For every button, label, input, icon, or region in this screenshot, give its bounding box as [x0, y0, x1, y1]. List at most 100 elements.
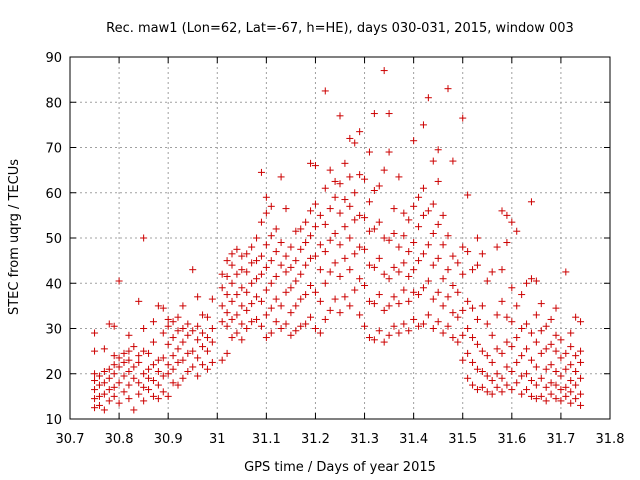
- data-point: [498, 374, 506, 382]
- data-point: [336, 241, 344, 249]
- data-point: [444, 85, 452, 93]
- data-point: [464, 374, 472, 382]
- data-point: [105, 397, 113, 405]
- data-point: [557, 336, 565, 344]
- data-point: [518, 390, 526, 398]
- data-point: [464, 349, 472, 357]
- data-point: [91, 404, 99, 412]
- data-point: [282, 205, 290, 213]
- data-point: [253, 275, 261, 283]
- data-point: [454, 338, 462, 346]
- data-point: [159, 304, 167, 312]
- data-point: [189, 347, 197, 355]
- data-point: [346, 266, 354, 274]
- data-point: [508, 218, 516, 226]
- data-point: [498, 349, 506, 357]
- data-point: [508, 343, 516, 351]
- y-tick-label: 80: [45, 96, 62, 111]
- data-point: [361, 245, 369, 253]
- data-point: [164, 392, 172, 400]
- data-point: [199, 329, 207, 337]
- data-point: [164, 361, 172, 369]
- data-point: [272, 248, 280, 256]
- data-point: [567, 399, 575, 407]
- data-point: [390, 205, 398, 213]
- data-point: [473, 234, 481, 242]
- data-point: [154, 302, 162, 310]
- data-point: [547, 315, 555, 323]
- y-tick-label: 10: [45, 413, 62, 428]
- data-point: [238, 336, 246, 344]
- data-point: [164, 340, 172, 348]
- data-point: [223, 349, 231, 357]
- data-point: [385, 236, 393, 244]
- data-point: [365, 198, 373, 206]
- data-point: [95, 381, 103, 389]
- x-tick-labels: 30.7 30.8 30.9 31 31.1 31.2 31.3 31.4 31.5 31.6 31…: [56, 432, 625, 447]
- data-point: [361, 214, 369, 222]
- data-point: [395, 243, 403, 251]
- data-point: [282, 288, 290, 296]
- data-point: [415, 193, 423, 201]
- data-point: [518, 352, 526, 360]
- data-point: [248, 300, 256, 308]
- data-point: [518, 291, 526, 299]
- data-point: [488, 331, 496, 339]
- x-tick-label: 31.2: [301, 432, 330, 447]
- data-point: [567, 361, 575, 369]
- data-point: [356, 243, 364, 251]
- x-axis-label: GPS time / Days of year 2015: [244, 460, 436, 475]
- data-point: [140, 370, 148, 378]
- data-point: [297, 295, 305, 303]
- data-point: [434, 254, 442, 262]
- data-point: [311, 288, 319, 296]
- data-point: [503, 363, 511, 371]
- data-point: [253, 234, 261, 242]
- data-point: [365, 334, 373, 342]
- data-point: [370, 110, 378, 118]
- data-point: [203, 334, 211, 342]
- data-point: [523, 370, 531, 378]
- data-point: [140, 383, 148, 391]
- data-point: [429, 157, 437, 165]
- data-point: [100, 406, 108, 414]
- data-point: [493, 370, 501, 378]
- data-point: [567, 329, 575, 337]
- data-point: [287, 263, 295, 271]
- data-point: [415, 322, 423, 330]
- data-point: [223, 257, 231, 265]
- data-point: [243, 250, 251, 258]
- data-point: [365, 261, 373, 269]
- data-point: [336, 180, 344, 188]
- data-point: [415, 257, 423, 265]
- data-point: [179, 325, 187, 332]
- data-point: [390, 229, 398, 237]
- data-point: [361, 282, 369, 290]
- data-point: [434, 220, 442, 228]
- data-point: [100, 379, 108, 387]
- data-point: [326, 166, 334, 174]
- data-point: [493, 243, 501, 251]
- data-point: [429, 295, 437, 303]
- data-point: [218, 284, 226, 292]
- data-point: [228, 334, 236, 342]
- data-point: [473, 386, 481, 394]
- data-point: [159, 354, 167, 362]
- data-point: [527, 198, 535, 206]
- data-point: [473, 315, 481, 323]
- axes: [69, 56, 611, 420]
- data-point: [287, 284, 295, 292]
- y-tick-labels: 10 20 30 40 50 60 70 80 90: [45, 51, 62, 428]
- data-point: [365, 227, 373, 235]
- data-point: [469, 358, 477, 366]
- data-point: [194, 293, 202, 301]
- data-point: [115, 379, 123, 387]
- data-point: [189, 327, 197, 335]
- data-point: [91, 370, 99, 378]
- data-point: [169, 352, 177, 360]
- data-point: [218, 270, 226, 278]
- data-point: [527, 392, 535, 400]
- data-point: [159, 388, 167, 396]
- data-point: [169, 379, 177, 387]
